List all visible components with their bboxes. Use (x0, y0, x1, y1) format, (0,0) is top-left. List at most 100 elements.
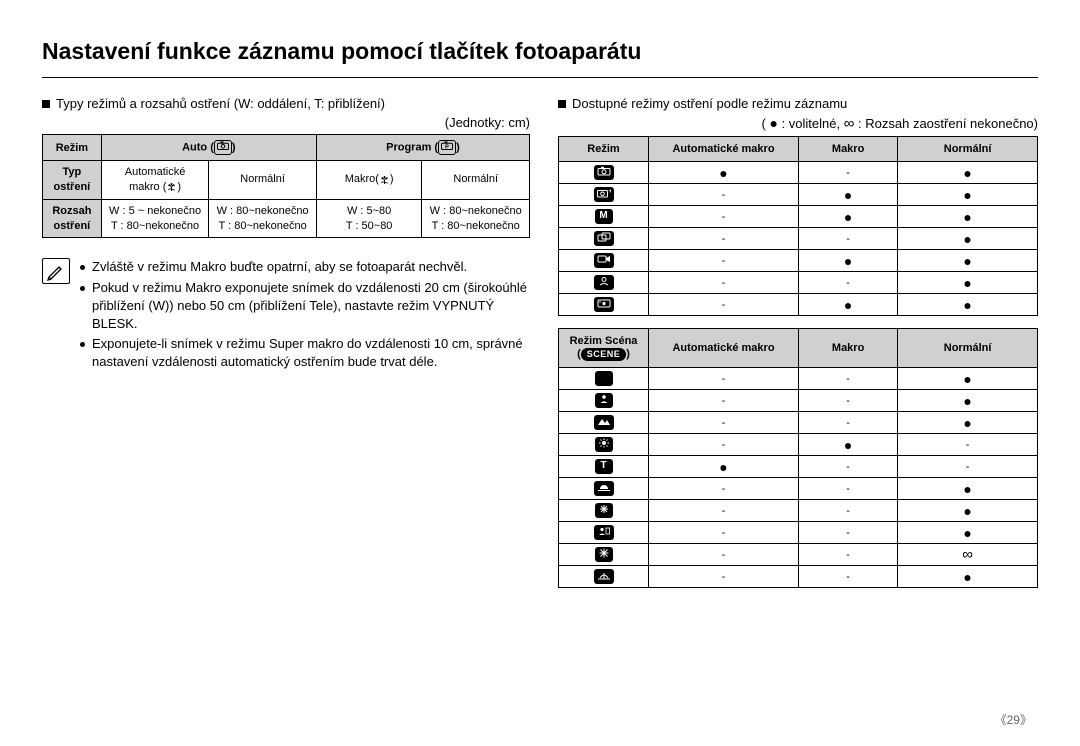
t1-r2-c3: W : 5~80 T : 50~80 (316, 199, 422, 238)
macro-cell: ● (799, 250, 898, 272)
mode-icon-cell (559, 162, 649, 184)
note-list: Zvláště v režimu Makro buďte opatrní, ab… (78, 258, 530, 373)
left-heading-text: Typy režimů a rozsahů ostření (W: oddále… (56, 96, 385, 111)
t3-h-normal: Normální (898, 329, 1038, 368)
automacro-cell: - (649, 390, 799, 412)
t1-r1-c4: Normální (422, 161, 530, 200)
right-heading-text: Dostupné režimy ostření podle režimu záz… (572, 96, 847, 111)
person-icon (595, 393, 613, 408)
table-row: --● (559, 368, 1038, 390)
macro-cell: - (799, 566, 898, 588)
svg-text:+: + (608, 189, 611, 195)
page-number-value: 29 (1007, 713, 1020, 727)
normal-cell: ● (898, 206, 1038, 228)
right-heading: Dostupné režimy ostření podle režimu záz… (558, 96, 1038, 111)
normal-cell: ● (898, 368, 1038, 390)
macro-cell: ● (799, 294, 898, 316)
normal-cell: ● (898, 390, 1038, 412)
t3-h-macro: Makro (799, 329, 898, 368)
t1-h-program-text: Program (386, 141, 431, 153)
svg-text:P: P (445, 145, 449, 150)
table-row: --● (559, 228, 1038, 250)
automacro-cell: - (649, 478, 799, 500)
table-row: -●● (559, 294, 1038, 316)
macro-cell: - (799, 228, 898, 250)
normal-cell: ● (898, 566, 1038, 588)
square-bullet-icon (558, 100, 566, 108)
portrait2-icon (594, 525, 614, 540)
square-bullet-icon (42, 100, 50, 108)
t1-r1-c3-text: Makro (345, 173, 376, 185)
left-heading: Typy režimů a rozsahů ostření (W: oddále… (42, 96, 530, 111)
note-item: Pokud v režimu Makro exponujete snímek d… (78, 279, 530, 334)
macro-cell: ● (799, 184, 898, 206)
mode-icon-cell: + (559, 184, 649, 206)
automacro-cell: - (649, 368, 799, 390)
t1-r1-label-text: Typ ostření (54, 166, 91, 193)
snowflake-icon (595, 547, 613, 562)
mode-icon-cell (559, 500, 649, 522)
t1-r2-c1: W : 5 ~ nekonečno T : 80~nekonečno (101, 199, 209, 238)
mountain-icon (594, 415, 614, 430)
table-row: --● (559, 478, 1038, 500)
automacro-cell: ● (649, 456, 799, 478)
t2-h-automacro: Automatické makro (649, 137, 799, 162)
t1-r1-c3: Makro() (316, 161, 422, 200)
macro-cell: - (799, 390, 898, 412)
mode-icon-cell: T (559, 456, 649, 478)
table-row: --● (559, 566, 1038, 588)
legend: ( ● : volitelné, ∞ : Rozsah zaostření ne… (558, 115, 1038, 132)
scene-chip-icon: SCENE (581, 348, 627, 361)
automacro-cell: - (649, 412, 799, 434)
page-number: 《29》 (995, 711, 1032, 728)
smart-icon (594, 297, 614, 312)
normal-cell: ● (898, 184, 1038, 206)
normal-cell: ● (898, 272, 1038, 294)
table-row: --● (559, 522, 1038, 544)
t1-r2-c2: W : 80~nekonečno T : 80~nekonečno (209, 199, 317, 238)
dual-icon (594, 231, 614, 246)
note-pencil-icon (42, 258, 70, 284)
normal-cell: ● (898, 228, 1038, 250)
macro-cell: - (799, 272, 898, 294)
program-icon: P (438, 140, 456, 155)
t1-r1-c2: Normální (209, 161, 317, 200)
table-row: -●- (559, 434, 1038, 456)
t1-r2-label: Rozsah ostření (43, 199, 102, 238)
t1-h-mode: Režim (43, 135, 102, 161)
t1-r2-label-text: Rozsah ostření (52, 205, 91, 232)
normal-cell: ● (898, 522, 1038, 544)
automacro-cell: - (649, 228, 799, 250)
automacro-cell: - (649, 272, 799, 294)
table-row: T●-- (559, 456, 1038, 478)
two-column-layout: Typy režimů a rozsahů ostření (W: oddále… (42, 96, 1038, 588)
automacro-cell: - (649, 566, 799, 588)
normal-cell: ∞ (898, 544, 1038, 566)
mode-icon-cell (559, 390, 649, 412)
t1-h-program: Program (P) (316, 135, 529, 161)
automacro-cell: ● (649, 162, 799, 184)
automacro-cell: - (649, 500, 799, 522)
mode-icon-cell (559, 478, 649, 500)
macro-cell: - (799, 500, 898, 522)
table-row: +-●● (559, 184, 1038, 206)
table-row: --● (559, 390, 1038, 412)
t1-r1-label: Typ ostření (43, 161, 102, 200)
legend-optional: volitelné, (789, 116, 840, 131)
table-row: M-●● (559, 206, 1038, 228)
mode-icon-cell: M (559, 206, 649, 228)
table-row: ●-● (559, 162, 1038, 184)
note-item: Exponujete-li snímek v režimu Super makr… (78, 335, 530, 371)
automacro-cell: - (649, 250, 799, 272)
portrait-icon (594, 275, 614, 290)
cam-plus-icon: + (594, 187, 614, 202)
table-row: --● (559, 272, 1038, 294)
t2-h-macro: Makro (799, 137, 898, 162)
mode-icon-cell (559, 522, 649, 544)
cam-icon (594, 165, 614, 180)
automacro-cell: - (649, 206, 799, 228)
normal-cell: ● (898, 250, 1038, 272)
macro-cell: - (799, 478, 898, 500)
t1-r1-c1: Automatickémakro () (101, 161, 209, 200)
t1-h-auto-text: Auto (182, 141, 207, 153)
